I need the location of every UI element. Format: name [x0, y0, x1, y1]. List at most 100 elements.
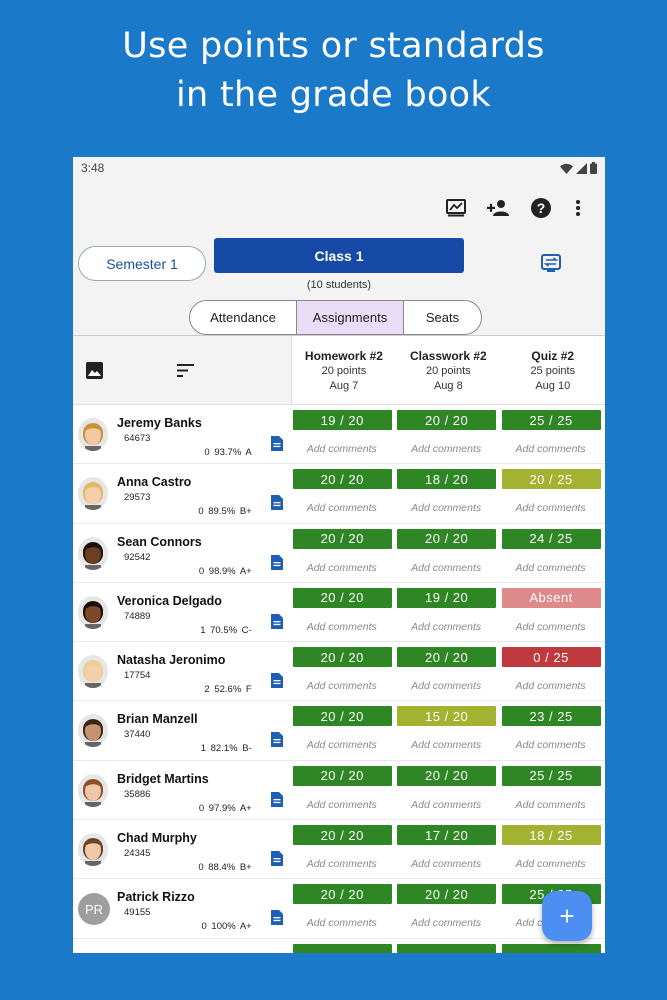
score-badge[interactable]: 20 / 20: [292, 884, 392, 905]
tab-attendance[interactable]: Attendance: [190, 301, 297, 334]
score-badge[interactable]: 24 / 25: [501, 528, 601, 549]
add-comments-link[interactable]: Add comments: [306, 443, 377, 455]
student-info[interactable]: Chad Murphy 24345 0 88.4% B+: [73, 820, 292, 878]
document-icon[interactable]: [271, 495, 283, 511]
document-icon[interactable]: [271, 673, 283, 689]
score-badge[interactable]: 20 / 25: [501, 469, 601, 490]
add-person-icon[interactable]: [486, 196, 510, 220]
student-info[interactable]: [73, 939, 292, 953]
document-icon[interactable]: [271, 554, 283, 570]
add-comments-link[interactable]: Add comments: [515, 739, 586, 752]
score-badge[interactable]: 20 / 20: [397, 765, 497, 786]
add-comments-link[interactable]: Add comments: [306, 917, 377, 930]
score-badge[interactable]: 20 / 20: [292, 706, 392, 727]
document-icon[interactable]: [271, 910, 283, 926]
score-badge[interactable]: 15 / 20: [397, 706, 497, 727]
add-comments-link[interactable]: Add comments: [411, 561, 482, 574]
add-comments-link[interactable]: Add comments: [306, 502, 377, 515]
student-id: 92542: [124, 551, 151, 563]
document-icon[interactable]: [271, 436, 283, 451]
student-info[interactable]: Veronica Delgado 74889 1 70.5% C-: [73, 583, 292, 641]
add-comments-link[interactable]: Add comments: [411, 917, 482, 930]
score-badge[interactable]: Absent: [501, 587, 601, 608]
add-comments-link[interactable]: Add comments: [306, 798, 377, 811]
add-comments-link[interactable]: Add comments: [515, 561, 586, 574]
add-comments-link[interactable]: Add comments: [411, 502, 482, 515]
score-badge[interactable]: 18 / 20: [397, 469, 497, 490]
student-info[interactable]: PR Patrick Rizzo 49155 0 100% A+: [73, 879, 292, 937]
score-badge[interactable]: 20 / 20: [292, 825, 392, 846]
student-info[interactable]: Anna Castro 29573 0 89.5% B+: [73, 464, 292, 522]
student-info[interactable]: Brian Manzell 37440 1 82.1% B-: [73, 701, 292, 759]
add-comments-link[interactable]: Add comments: [411, 680, 482, 693]
add-comments-link[interactable]: Add comments: [306, 561, 377, 574]
score-badge[interactable]: 25 / 25: [501, 410, 601, 430]
student-name: Jeremy Banks: [117, 416, 202, 430]
column-header-classwork-2[interactable]: Classwork #2 20 points Aug 8: [396, 336, 500, 404]
help-icon[interactable]: ?: [529, 196, 553, 220]
student-info[interactable]: Jeremy Banks 64673 0 93.7% A: [73, 405, 292, 463]
grade-cell: 19 / 20 Add comments: [396, 583, 500, 641]
score-badge[interactable]: 20 / 20: [292, 528, 392, 549]
add-comments-link[interactable]: Add comments: [306, 739, 377, 752]
class-selector-button[interactable]: Class 1: [214, 238, 464, 273]
add-comments-link[interactable]: Add comments: [515, 680, 586, 693]
column-header-homework-2[interactable]: Homework #2 20 points Aug 7: [292, 336, 396, 404]
column-header-quiz-2[interactable]: Quiz #2 25 points Aug 10: [501, 336, 605, 404]
score-badge[interactable]: 0 / 25: [501, 647, 601, 668]
score-badge[interactable]: 20 / 20: [397, 884, 497, 905]
document-icon[interactable]: [271, 732, 283, 748]
score-badge[interactable]: [292, 943, 392, 953]
score-badge[interactable]: 17 / 20: [397, 825, 497, 846]
add-comments-link[interactable]: Add comments: [411, 443, 482, 455]
add-comments-link[interactable]: Add comments: [411, 620, 482, 633]
student-info[interactable]: Natasha Jeronimo 17754 2 52.6% F: [73, 642, 292, 700]
score-badge[interactable]: [397, 943, 497, 953]
add-comments-link[interactable]: Add comments: [411, 858, 482, 871]
score-badge[interactable]: 25 / 25: [501, 765, 601, 786]
add-comments-link[interactable]: Add comments: [515, 620, 586, 633]
score-badge[interactable]: 20 / 20: [397, 410, 497, 430]
sort-icon[interactable]: [177, 364, 194, 377]
score-badge[interactable]: 19 / 20: [397, 587, 497, 608]
document-icon[interactable]: [271, 791, 283, 807]
add-comments-link[interactable]: Add comments: [515, 502, 586, 515]
more-vert-icon[interactable]: [566, 196, 590, 220]
score-badge[interactable]: 20 / 20: [292, 469, 392, 490]
score-badge[interactable]: [501, 943, 601, 953]
add-comments-link[interactable]: Add comments: [306, 680, 377, 693]
add-comments-link[interactable]: Add comments: [515, 443, 586, 455]
column-date: Aug 10: [535, 380, 571, 392]
add-comments-link[interactable]: Add comments: [306, 858, 377, 871]
score-badge[interactable]: 20 / 20: [292, 587, 392, 608]
score-badge[interactable]: 23 / 25: [501, 706, 601, 727]
chart-icon[interactable]: [444, 196, 468, 220]
score-badge[interactable]: 20 / 20: [397, 528, 497, 549]
score-badge[interactable]: 20 / 20: [397, 647, 497, 668]
grade-cell: 20 / 20 Add comments: [292, 642, 396, 700]
add-comments-link[interactable]: Add comments: [411, 739, 482, 752]
document-icon[interactable]: [271, 851, 283, 867]
score-badge[interactable]: 19 / 20: [292, 410, 392, 430]
document-icon[interactable]: [271, 613, 283, 629]
score-badge[interactable]: 20 / 20: [292, 647, 392, 668]
tab-seats[interactable]: Seats: [425, 310, 460, 325]
student-info[interactable]: Sean Connors 92542 0 98.9% A+: [73, 524, 292, 582]
table-row: Bridget Martins 35886 0 97.9% A+ 20 / 20 A…: [73, 760, 605, 821]
avatar: [78, 595, 108, 629]
add-comments-link[interactable]: Add comments: [515, 858, 586, 871]
add-comments-link[interactable]: Add comments: [411, 798, 482, 811]
semester-button[interactable]: Semester 1: [78, 246, 206, 281]
switch-view-icon[interactable]: [541, 253, 561, 273]
student-name: Natasha Jeronimo: [117, 653, 226, 668]
score-badge[interactable]: 18 / 25: [501, 825, 601, 846]
student-info[interactable]: Bridget Martins 35886 0 97.9% A+: [73, 761, 292, 819]
image-icon[interactable]: [86, 362, 103, 379]
add-comments-link[interactable]: Add comments: [515, 798, 586, 811]
add-comments-link[interactable]: Add comments: [306, 620, 377, 633]
add-button[interactable]: +: [542, 891, 592, 941]
tab-assignments[interactable]: Assignments: [297, 301, 404, 334]
table-row: Chad Murphy 24345 0 88.4% B+ 20 / 20 Add c…: [73, 820, 605, 880]
grade-grid-header: Homework #2 20 points Aug 7 Classwork #2…: [73, 335, 605, 405]
score-badge[interactable]: 20 / 20: [292, 765, 392, 786]
